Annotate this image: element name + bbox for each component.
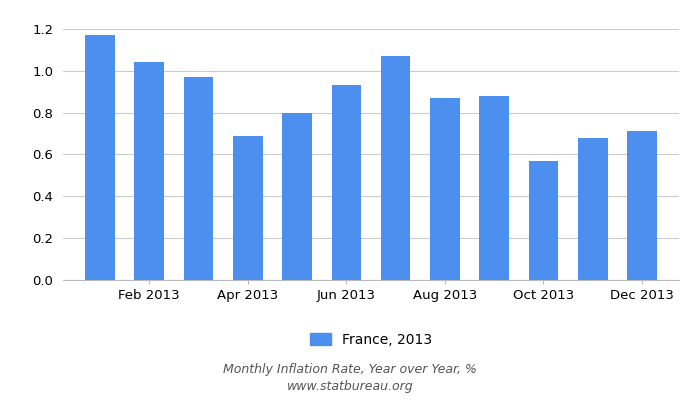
- Bar: [233, 136, 262, 280]
- Bar: [480, 96, 509, 280]
- Bar: [578, 138, 608, 280]
- Bar: [528, 161, 559, 280]
- Bar: [627, 131, 657, 280]
- Text: Monthly Inflation Rate, Year over Year, %: Monthly Inflation Rate, Year over Year, …: [223, 364, 477, 376]
- Bar: [282, 112, 312, 280]
- Bar: [85, 35, 115, 280]
- Bar: [381, 56, 410, 280]
- Bar: [332, 85, 361, 280]
- Legend: France, 2013: France, 2013: [304, 327, 438, 352]
- Bar: [183, 77, 214, 280]
- Text: www.statbureau.org: www.statbureau.org: [287, 380, 413, 393]
- Bar: [134, 62, 164, 280]
- Bar: [430, 98, 460, 280]
